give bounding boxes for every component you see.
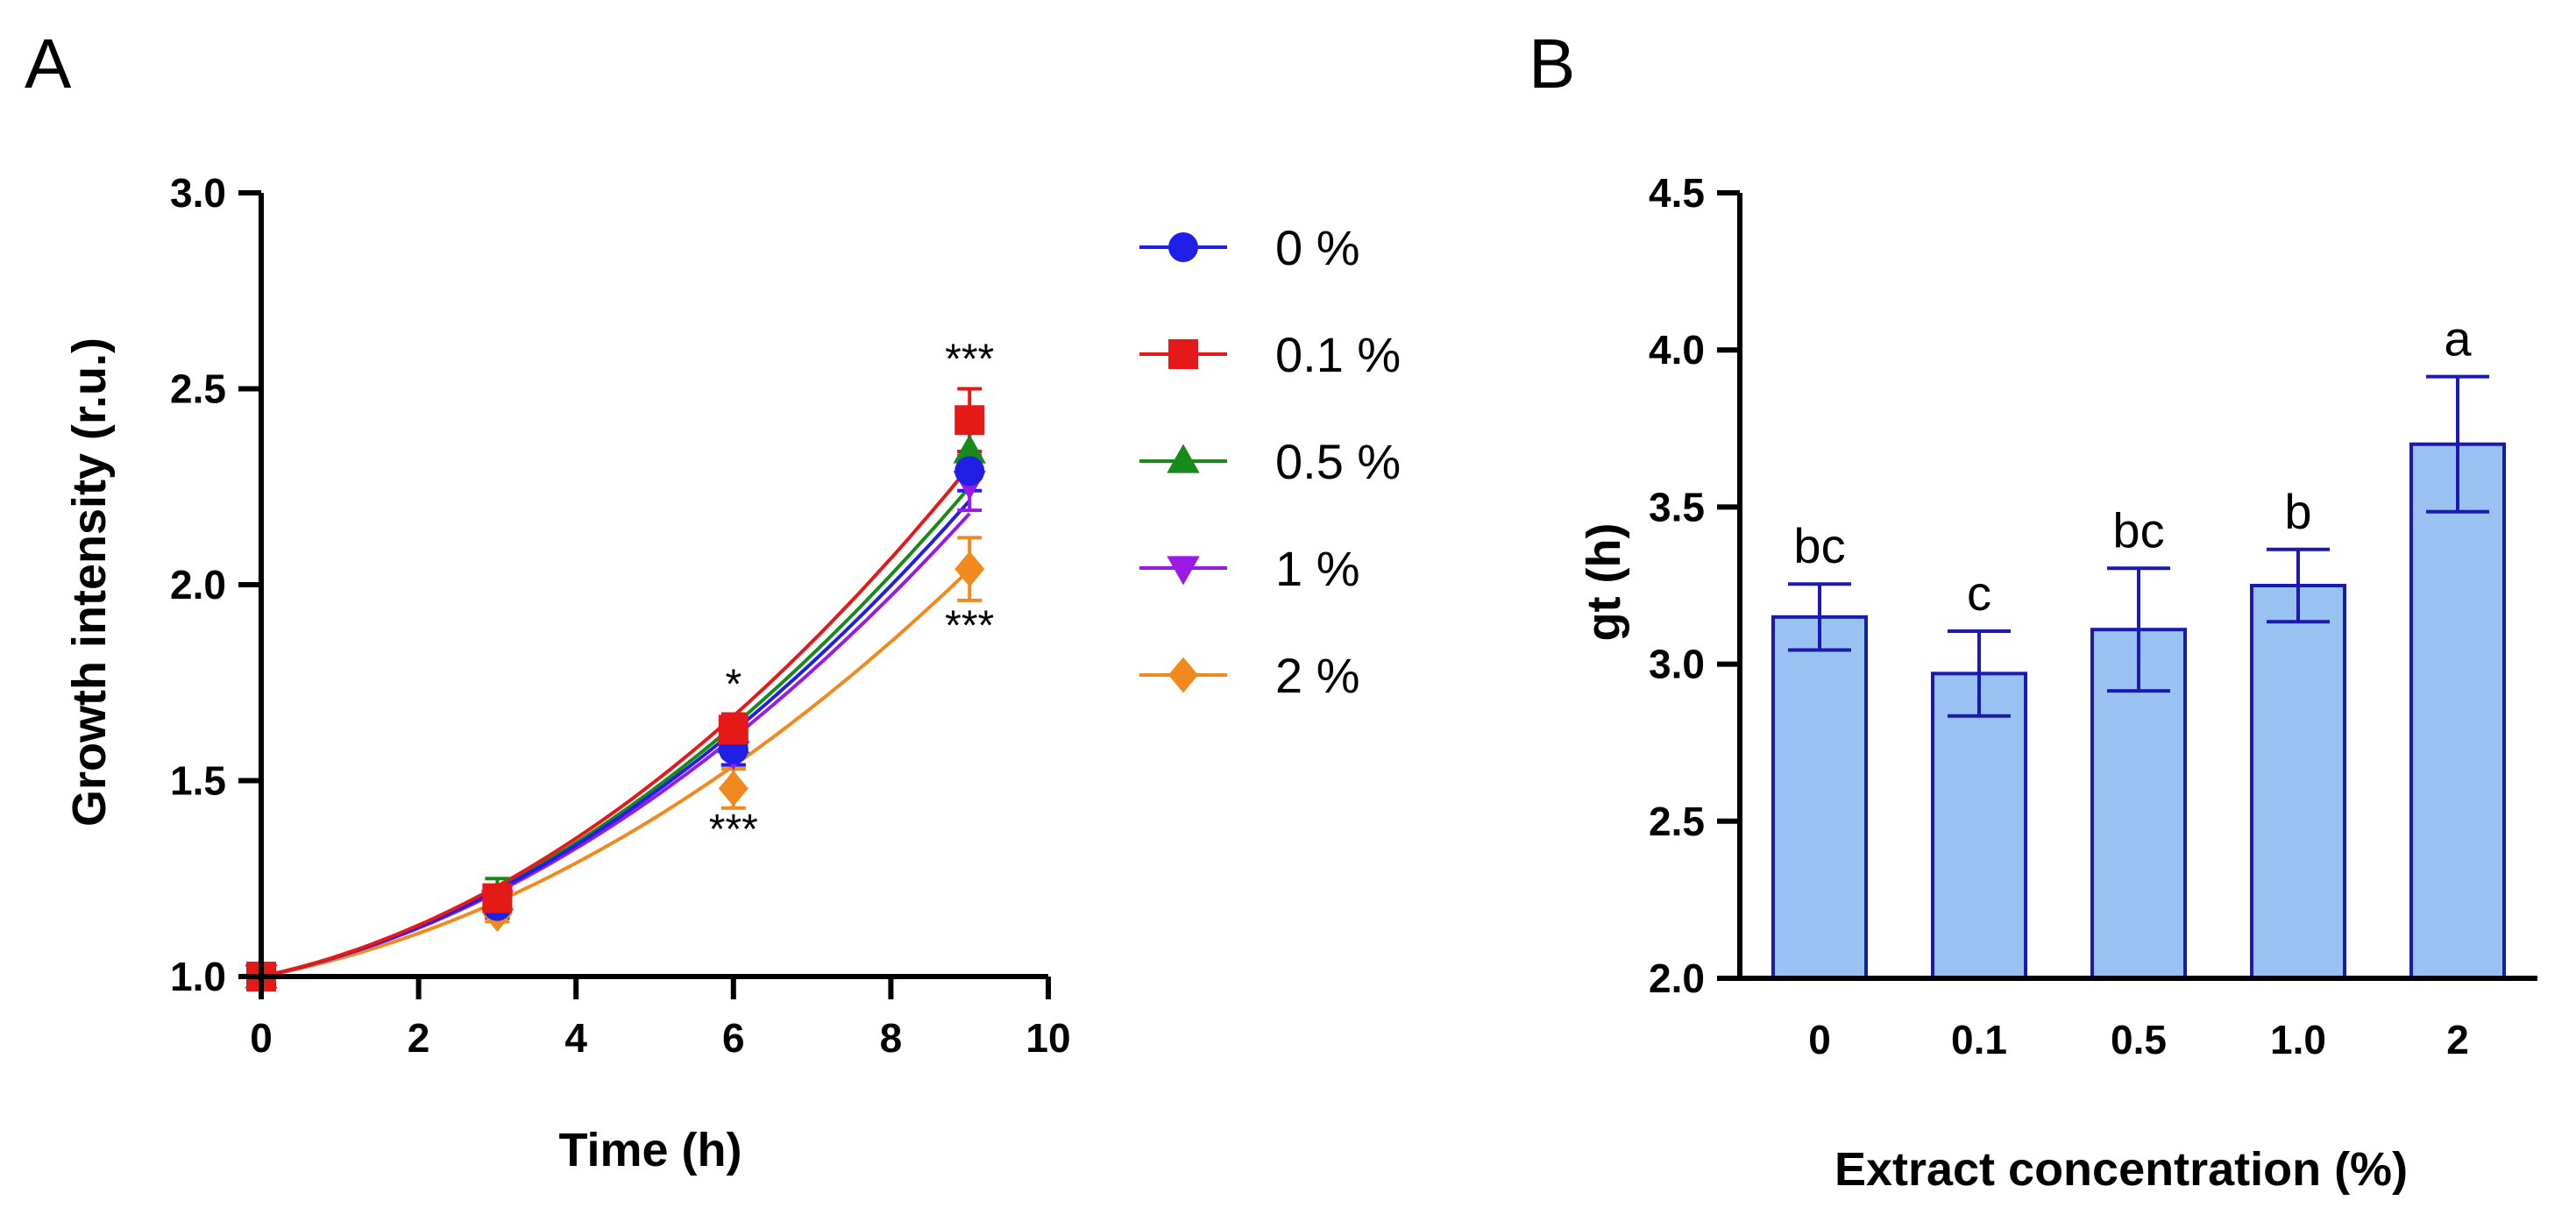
- significance-stars: ***: [945, 603, 994, 650]
- panel-a-letter: A: [25, 25, 72, 103]
- x-tick-label: 2: [408, 1015, 430, 1061]
- x-tick-label: 1.0: [2270, 1017, 2326, 1062]
- panel-b-x-ticks: 0 0.1 0.5 1.0 2: [1808, 1017, 2469, 1062]
- y-tick-label: 2.0: [170, 562, 226, 607]
- significance-letter: a: [2444, 311, 2472, 366]
- fit-curve-0-: [260, 499, 971, 978]
- x-tick-label: 0: [1808, 1017, 1831, 1062]
- fit-curve-2-: [260, 568, 971, 978]
- legend-label: 0.1 %: [1275, 327, 1401, 382]
- y-tick-label: 2.0: [1649, 956, 1705, 1001]
- panel-b: B bc c bc b a 2.0 2.5 3.0 3.5 4.0 4.5 0 0.1 0.5 1.0 2…: [1529, 25, 2537, 1196]
- legend-marker: [1168, 339, 1198, 369]
- legend-marker: [1168, 657, 1198, 693]
- x-tick-label: 0.1: [1951, 1017, 2007, 1062]
- data-point: [954, 456, 985, 487]
- panel-b-x-axis-title: Extract concentration (%): [1834, 1143, 2408, 1196]
- y-tick-label: 3.0: [170, 170, 226, 216]
- bar-1.0: [2250, 584, 2346, 980]
- data-point: [953, 434, 986, 464]
- x-tick-label: 0.5: [2111, 1017, 2167, 1062]
- data-point: [954, 551, 985, 587]
- y-tick-label: 2.5: [1649, 799, 1705, 844]
- x-tick-label: 8: [880, 1015, 903, 1061]
- panel-a-annotations: **********: [709, 337, 994, 853]
- data-point: [718, 771, 749, 806]
- panel-a-fit-curves: [260, 465, 971, 978]
- y-tick-label: 3.0: [1649, 642, 1705, 687]
- legend-marker: [1167, 444, 1200, 473]
- data-point: [718, 714, 749, 745]
- panel-a-x-ticks: 0 2 4 6 8 10: [250, 977, 1071, 1061]
- significance-letter: b: [2284, 484, 2311, 539]
- x-tick-label: 0: [250, 1015, 273, 1061]
- fit-curve-0-1-: [260, 465, 971, 978]
- legend-marker: [1167, 556, 1200, 586]
- panel-a-y-axis-title: Growth intensity (r.u.): [63, 337, 116, 827]
- y-tick-label: 3.5: [1649, 484, 1705, 529]
- significance-letter: c: [1967, 565, 1991, 621]
- panel-a-y-ticks: 1.0 1.5 2.0 2.5 3.0: [170, 170, 261, 999]
- bar-0.1: [1931, 671, 2027, 980]
- x-tick-label: 6: [722, 1015, 745, 1061]
- significance-letter: bc: [1793, 518, 1845, 573]
- legend-marker: [1168, 232, 1198, 262]
- legend-label: 1 %: [1275, 541, 1360, 596]
- bar-0: [1771, 615, 1868, 981]
- x-tick-label: 4: [564, 1015, 587, 1061]
- panel-a: A 1.01.52.02.53.0 0 2 4 6 8 10 ********** Tim…: [25, 25, 1401, 1176]
- data-point: [482, 883, 513, 913]
- data-point: [954, 405, 985, 436]
- panel-b-significance-letters: bc c bc b a: [1793, 311, 2472, 621]
- panel-b-y-ticks: 2.0 2.5 3.0 3.5 4.0 4.5: [1649, 170, 1740, 1001]
- y-tick-label: 1.0: [170, 954, 226, 999]
- significance-stars: *: [725, 662, 742, 708]
- y-tick-label: 2.5: [170, 366, 226, 412]
- fit-curve-0-5-: [260, 486, 971, 978]
- significance-letter: bc: [2112, 502, 2164, 558]
- y-tick-label: 1.5: [170, 758, 226, 804]
- y-tick-label: 4.5: [1649, 170, 1705, 216]
- panel-a-legend: 0 % 0.1 % 0.5 % 1 % 2 %: [1139, 220, 1401, 703]
- panel-b-error-bars: [1788, 374, 2489, 718]
- bar-2: [2409, 442, 2506, 981]
- panel-b-y-axis-title: gt (h): [1578, 523, 1630, 642]
- y-tick-label: 4.0: [1649, 327, 1705, 373]
- legend-label: 0 %: [1275, 220, 1360, 275]
- x-tick-label: 2: [2446, 1017, 2469, 1062]
- panel-a-x-axis-title: Time (h): [558, 1124, 742, 1176]
- panel-a-markers: [245, 405, 986, 995]
- panel-a-error-bars: [249, 387, 983, 986]
- significance-stars: ***: [945, 337, 994, 383]
- panel-b-letter: B: [1529, 25, 1575, 103]
- significance-stars: ***: [709, 806, 758, 853]
- x-tick-label: 10: [1025, 1015, 1070, 1061]
- fit-curve-1-: [260, 512, 971, 978]
- legend-label: 2 %: [1275, 648, 1360, 703]
- legend-label: 0.5 %: [1275, 434, 1401, 489]
